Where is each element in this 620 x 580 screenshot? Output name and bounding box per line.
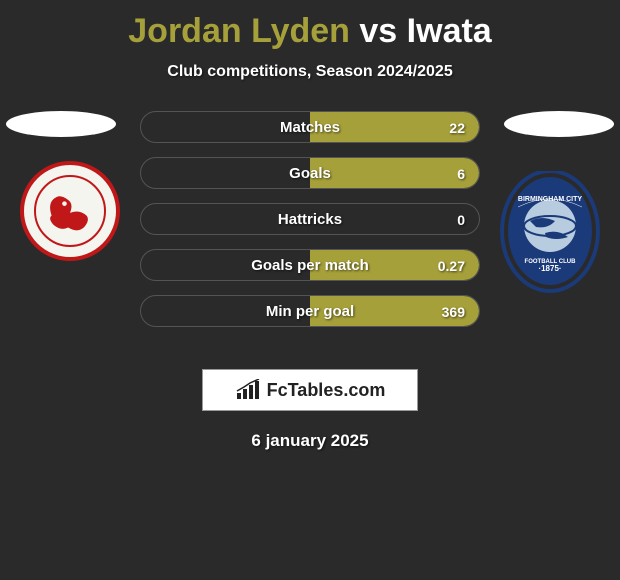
stat-value-right: 22 [449,112,465,143]
date-text: 6 january 2025 [0,431,620,451]
stat-bar: Min per goal369 [140,295,480,327]
stat-bars: Matches22 Goals6 Hattricks0 Goals per match… [140,111,480,341]
brand-chart-icon [235,379,263,401]
stat-bar: Goals6 [140,157,480,189]
stat-value-right: 0.27 [438,250,465,281]
player2-avatar-placeholder [504,111,614,137]
brand-text: FcTables.com [267,380,386,401]
player2-name: Iwata [407,12,492,50]
stat-bar: Hattricks0 [140,203,480,235]
stat-value-right: 369 [442,296,465,327]
svg-text:·1875·: ·1875· [538,264,561,273]
subtitle: Club competitions, Season 2024/2025 [0,63,620,81]
stat-label: Goals [141,158,479,189]
comparison-card: Jordan Lyden vs Iwata Club competitions,… [0,0,620,451]
vs-text: vs [359,12,397,50]
stat-label: Min per goal [141,296,479,327]
stats-area: ·1875· BIRMINGHAM CITY FOOTBALL CLUB Mat… [0,111,620,351]
player1-avatar-placeholder [6,111,116,137]
svg-text:FOOTBALL CLUB: FOOTBALL CLUB [525,259,577,265]
brand-attribution[interactable]: FcTables.com [202,369,418,411]
stat-value-right: 6 [457,158,465,189]
stat-bar: Goals per match0.27 [140,249,480,281]
stat-label: Matches [141,112,479,143]
stat-label: Goals per match [141,250,479,281]
player2-club-badge: ·1875· BIRMINGHAM CITY FOOTBALL CLUB [500,171,600,301]
stat-value-right: 0 [457,204,465,235]
player1-name: Jordan Lyden [128,12,350,50]
svg-text:BIRMINGHAM CITY: BIRMINGHAM CITY [518,196,582,203]
page-title: Jordan Lyden vs Iwata [0,0,620,51]
player1-club-badge [20,161,120,261]
stat-bar: Matches22 [140,111,480,143]
stat-label: Hattricks [141,204,479,235]
